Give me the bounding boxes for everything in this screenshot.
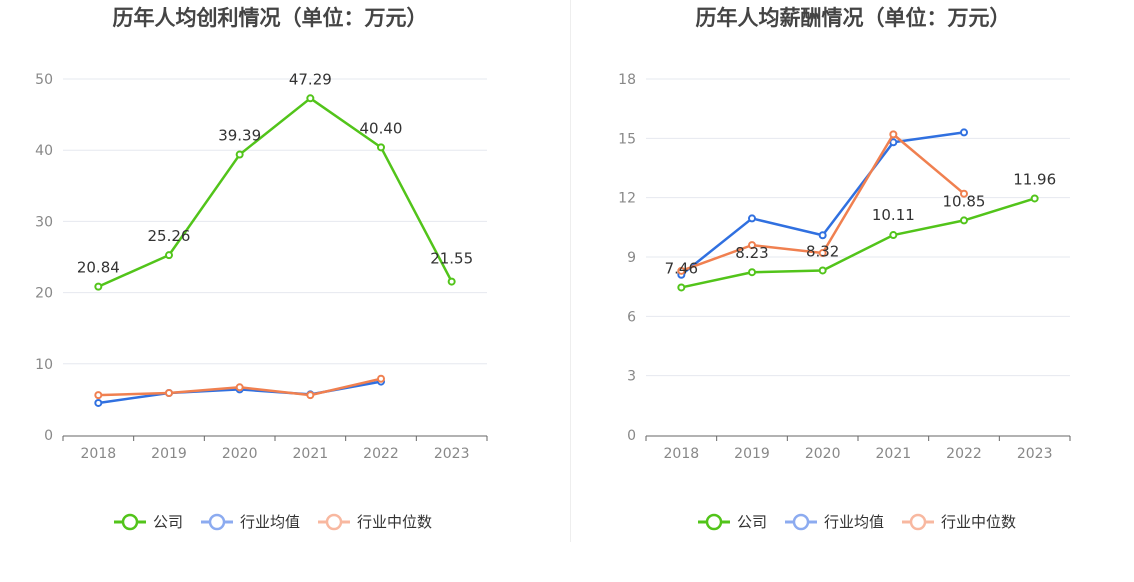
- salary-legend-item-industry_avg[interactable]: 行业均值: [785, 513, 884, 531]
- salary-per-capita-chart: 历年人均薪酬情况（单位：万元） 0 3 6 9 12 15 18 2018 2019 2020 202…: [618, 6, 1071, 531]
- profit-point-company[interactable]: [165, 251, 173, 260]
- salary-x-tick-label: 2020: [805, 446, 841, 462]
- salary-data-label: 10.85: [943, 192, 986, 210]
- legend-label: 行业均值: [240, 513, 300, 531]
- profit-point-industry_median[interactable]: [306, 391, 315, 400]
- salary-x-tick-label: 2023: [1017, 446, 1053, 462]
- profit-x-tick-label: 2019: [151, 446, 187, 462]
- profit-point-company[interactable]: [447, 277, 456, 286]
- salary-point-company[interactable]: [960, 216, 968, 225]
- salary-point-industry_median[interactable]: [748, 241, 756, 250]
- profit-y-tick-label: 50: [35, 72, 53, 88]
- salary-y-tick-label: 15: [618, 131, 636, 147]
- salary-point-industry_median[interactable]: [677, 266, 686, 275]
- salary-data-label: 7.46: [665, 259, 698, 277]
- salary-point-company[interactable]: [748, 268, 756, 277]
- salary-point-industry_median[interactable]: [960, 189, 968, 198]
- salary-x-tick-label: 2022: [946, 446, 982, 462]
- profit-x-tick-label: 2020: [222, 446, 258, 462]
- salary-series-line-company: [681, 197, 1036, 289]
- profit-x-tick-label: 2023: [434, 446, 470, 462]
- profit-point-industry_median[interactable]: [235, 383, 244, 392]
- salary-y-tick-label: 6: [627, 309, 636, 325]
- salary-x-tick-label: 2021: [876, 446, 912, 462]
- salary-legend-item-industry_median[interactable]: 行业中位数: [902, 513, 1016, 531]
- profit-legend-item-industry_avg[interactable]: 行业均值: [201, 513, 300, 531]
- salary-data-label: 8.32: [806, 242, 839, 260]
- salary-point-industry_avg[interactable]: [889, 138, 898, 147]
- profit-legend-item-industry_median[interactable]: 行业中位数: [318, 513, 432, 531]
- salary-y-tick-label: 3: [627, 369, 636, 385]
- profit-data-label: 20.84: [77, 259, 120, 277]
- salary-y-tick-label: 12: [618, 191, 636, 207]
- profit-x-tick-label: 2022: [363, 446, 399, 462]
- salary-point-industry_avg[interactable]: [818, 231, 827, 240]
- salary-point-company[interactable]: [889, 231, 898, 240]
- legend-circle-icon: [208, 513, 226, 531]
- salary-point-industry_avg[interactable]: [748, 214, 756, 223]
- legend-label: 行业中位数: [941, 513, 1016, 531]
- profit-series-line-company: [97, 97, 453, 288]
- salary-point-industry_avg[interactable]: [960, 128, 968, 137]
- salary-data-label: 8.23: [735, 244, 768, 262]
- profit-x-tick-label: 2018: [81, 446, 117, 462]
- profit-point-industry_median[interactable]: [377, 374, 385, 383]
- profit-data-label: 39.39: [218, 127, 261, 145]
- salary-point-company[interactable]: [818, 266, 827, 275]
- legend-circle-icon: [121, 513, 139, 531]
- legend-label: 行业均值: [824, 513, 884, 531]
- salary-y-tick-label: 9: [627, 250, 636, 266]
- legend-label: 行业中位数: [357, 513, 432, 531]
- profit-x-tick-label: 2021: [293, 446, 329, 462]
- profit-point-company[interactable]: [377, 143, 385, 152]
- profit-point-company[interactable]: [94, 282, 103, 291]
- profit-data-label: 47.29: [289, 70, 332, 88]
- legend-label: 公司: [737, 513, 767, 531]
- profit-point-industry_median[interactable]: [94, 391, 103, 400]
- salary-y-tick-label: 18: [618, 72, 636, 88]
- salary-legend-item-company[interactable]: 公司: [698, 513, 767, 531]
- salary-point-industry_median[interactable]: [818, 249, 827, 258]
- profit-y-tick-label: 40: [35, 143, 53, 159]
- profit-y-tick-label: 30: [35, 214, 53, 230]
- legend-circle-icon: [325, 513, 343, 531]
- profit-y-tick-label: 0: [44, 428, 53, 444]
- salary-point-company[interactable]: [677, 283, 686, 292]
- salary-y-tick-label: 0: [627, 428, 636, 444]
- salary-x-tick-label: 2018: [664, 446, 700, 462]
- salary-data-label: 11.96: [1013, 170, 1056, 188]
- salary-chart-title: 历年人均薪酬情况（单位：万元）: [696, 6, 1011, 30]
- legend-circle-icon: [705, 513, 723, 531]
- profit-chart-title: 历年人均创利情况（单位：万元）: [113, 6, 428, 30]
- salary-point-industry_median[interactable]: [889, 130, 898, 139]
- profit-point-company[interactable]: [235, 150, 244, 159]
- profit-legend-item-company[interactable]: 公司: [114, 513, 183, 531]
- salary-data-label: 10.11: [872, 206, 915, 224]
- profit-point-industry_median[interactable]: [165, 388, 173, 397]
- profit-data-label: 40.40: [360, 119, 403, 137]
- salary-point-company[interactable]: [1030, 194, 1039, 203]
- profit-per-capita-chart: 历年人均创利情况（单位：万元） 0 10 20 30 40 50 2018 2019 2020 20…: [35, 6, 488, 531]
- profit-data-label: 25.26: [148, 227, 191, 245]
- legend-circle-icon: [792, 513, 810, 531]
- salary-x-tick-label: 2019: [734, 446, 770, 462]
- legend-circle-icon: [909, 513, 927, 531]
- profit-point-company[interactable]: [306, 94, 315, 103]
- profit-y-tick-label: 20: [35, 286, 53, 302]
- legend-label: 公司: [153, 513, 183, 531]
- profit-point-industry_avg[interactable]: [94, 398, 103, 407]
- profit-data-label: 21.55: [430, 250, 473, 268]
- chart-divider: [570, 0, 571, 542]
- profit-y-tick-label: 10: [35, 357, 53, 373]
